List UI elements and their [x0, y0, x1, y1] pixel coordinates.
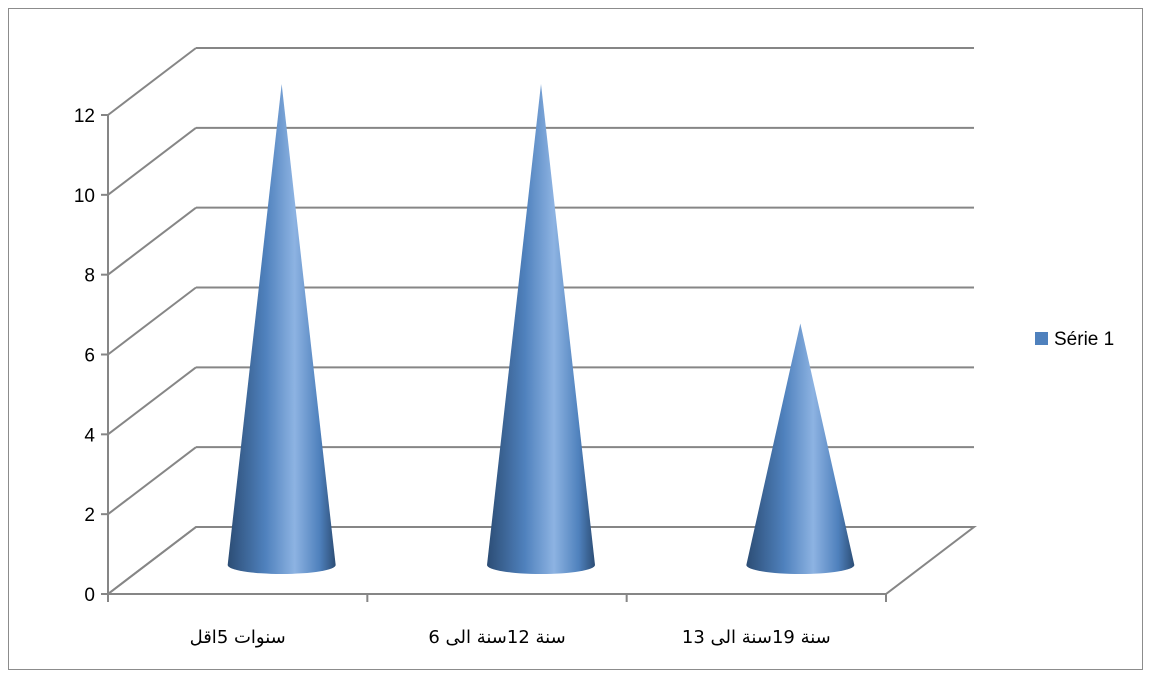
x-axis-labels: سنوات 5اقل سنة 12سنة الى 6 سنة 19سنة الى 1…: [190, 627, 831, 648]
y-tick-label: 4: [84, 425, 95, 446]
y-tick-label: 10: [74, 186, 95, 207]
gridline-side: [107, 286, 197, 356]
x-category-label: سنة 12سنة الى 6: [428, 627, 565, 648]
gridline-side: [107, 127, 197, 196]
gridline-side: [107, 47, 197, 116]
chart-frame: 0 2 4 6 8 10 12 سنوات 5اقل سنة 12سنة الى 6 سنة 1…: [8, 8, 1143, 670]
cone-bar: [227, 84, 336, 574]
x-category-label: سنوات 5اقل: [190, 627, 286, 648]
y-tick-label: 6: [84, 346, 95, 367]
gridline-side: [107, 206, 197, 276]
cones: [227, 84, 855, 574]
cone-bar: [487, 84, 595, 574]
legend-swatch: [1035, 332, 1048, 345]
gridline-side: [107, 446, 197, 515]
cone-bar: [746, 323, 855, 574]
x-category-label: سنة 19سنة الى 13: [682, 627, 831, 648]
y-tick-label: 8: [84, 266, 95, 287]
y-tick-label: 12: [74, 106, 95, 127]
gridline-side: [107, 366, 197, 436]
y-tick-label: 2: [84, 505, 95, 526]
legend-label: Série 1: [1054, 329, 1114, 350]
y-tick-label: 0: [84, 585, 95, 606]
y-axis-ticks: 0 2 4 6 8 10 12: [74, 106, 108, 606]
legend: Série 1: [1035, 329, 1114, 350]
